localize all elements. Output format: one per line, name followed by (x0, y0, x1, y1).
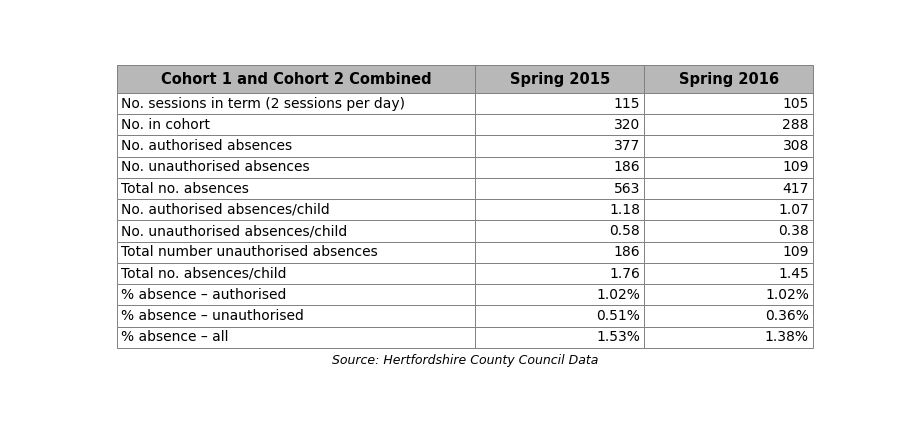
Text: 109: 109 (783, 160, 809, 174)
Text: 1.02%: 1.02% (765, 288, 809, 302)
Bar (475, 65, 644, 93)
Bar (644, 157, 813, 178)
Bar (117, 284, 475, 306)
Text: Total no. absences/child: Total no. absences/child (121, 267, 286, 281)
Text: 1.07: 1.07 (778, 203, 809, 217)
Bar (644, 199, 813, 220)
Bar (117, 220, 475, 242)
Bar (475, 114, 644, 135)
Text: % absence – unauthorised: % absence – unauthorised (121, 309, 304, 323)
Text: 115: 115 (614, 97, 640, 111)
Text: 0.58: 0.58 (609, 224, 640, 238)
Bar (475, 263, 644, 284)
Bar (644, 114, 813, 135)
Text: No. authorised absences: No. authorised absences (121, 139, 292, 153)
Bar (117, 199, 475, 220)
Text: 308: 308 (783, 139, 809, 153)
Text: 1.53%: 1.53% (596, 330, 640, 344)
Text: Cohort 1 and Cohort 2 Combined: Cohort 1 and Cohort 2 Combined (161, 72, 432, 87)
Bar (644, 306, 813, 327)
Bar (475, 327, 644, 348)
Text: Spring 2016: Spring 2016 (679, 72, 778, 87)
Text: No. in cohort: No. in cohort (121, 118, 210, 132)
Text: 417: 417 (783, 181, 809, 195)
Bar (117, 263, 475, 284)
Bar (117, 178, 475, 199)
Bar (117, 135, 475, 157)
Bar (644, 220, 813, 242)
Bar (475, 242, 644, 263)
Bar (117, 114, 475, 135)
Text: 563: 563 (614, 181, 640, 195)
Text: Total no. absences: Total no. absences (121, 181, 249, 195)
Text: 377: 377 (614, 139, 640, 153)
Bar (475, 135, 644, 157)
Text: Source: Hertfordshire County Council Data: Source: Hertfordshire County Council Dat… (331, 354, 598, 368)
Bar (117, 93, 475, 114)
Text: No. unauthorised absences/child: No. unauthorised absences/child (121, 224, 348, 238)
Bar (644, 263, 813, 284)
Bar (644, 93, 813, 114)
Text: 109: 109 (783, 245, 809, 259)
Text: 0.36%: 0.36% (765, 309, 809, 323)
Bar (475, 284, 644, 306)
Bar (475, 306, 644, 327)
Text: No. sessions in term (2 sessions per day): No. sessions in term (2 sessions per day… (121, 97, 405, 111)
Text: 186: 186 (614, 245, 640, 259)
Bar (644, 327, 813, 348)
Text: 320: 320 (614, 118, 640, 132)
Bar (117, 242, 475, 263)
Text: 1.76: 1.76 (609, 267, 640, 281)
Text: Total number unauthorised absences: Total number unauthorised absences (121, 245, 377, 259)
Bar (475, 220, 644, 242)
Text: No. authorised absences/child: No. authorised absences/child (121, 203, 329, 217)
Text: 1.02%: 1.02% (596, 288, 640, 302)
Text: 1.38%: 1.38% (765, 330, 809, 344)
Bar (117, 306, 475, 327)
Bar (117, 65, 475, 93)
Bar (475, 178, 644, 199)
Bar (644, 135, 813, 157)
Text: 0.51%: 0.51% (596, 309, 640, 323)
Text: No. unauthorised absences: No. unauthorised absences (121, 160, 310, 174)
Bar (644, 178, 813, 199)
Text: 105: 105 (783, 97, 809, 111)
Bar (475, 199, 644, 220)
Text: 288: 288 (783, 118, 809, 132)
Text: Spring 2015: Spring 2015 (510, 72, 610, 87)
Text: % absence – authorised: % absence – authorised (121, 288, 286, 302)
Text: 1.45: 1.45 (778, 267, 809, 281)
Bar (117, 157, 475, 178)
Bar (644, 242, 813, 263)
Bar (117, 327, 475, 348)
Text: 1.18: 1.18 (609, 203, 640, 217)
Bar (644, 284, 813, 306)
Bar (644, 65, 813, 93)
Bar (475, 157, 644, 178)
Text: 0.38: 0.38 (778, 224, 809, 238)
Text: 186: 186 (614, 160, 640, 174)
Bar (475, 93, 644, 114)
Text: % absence – all: % absence – all (121, 330, 228, 344)
